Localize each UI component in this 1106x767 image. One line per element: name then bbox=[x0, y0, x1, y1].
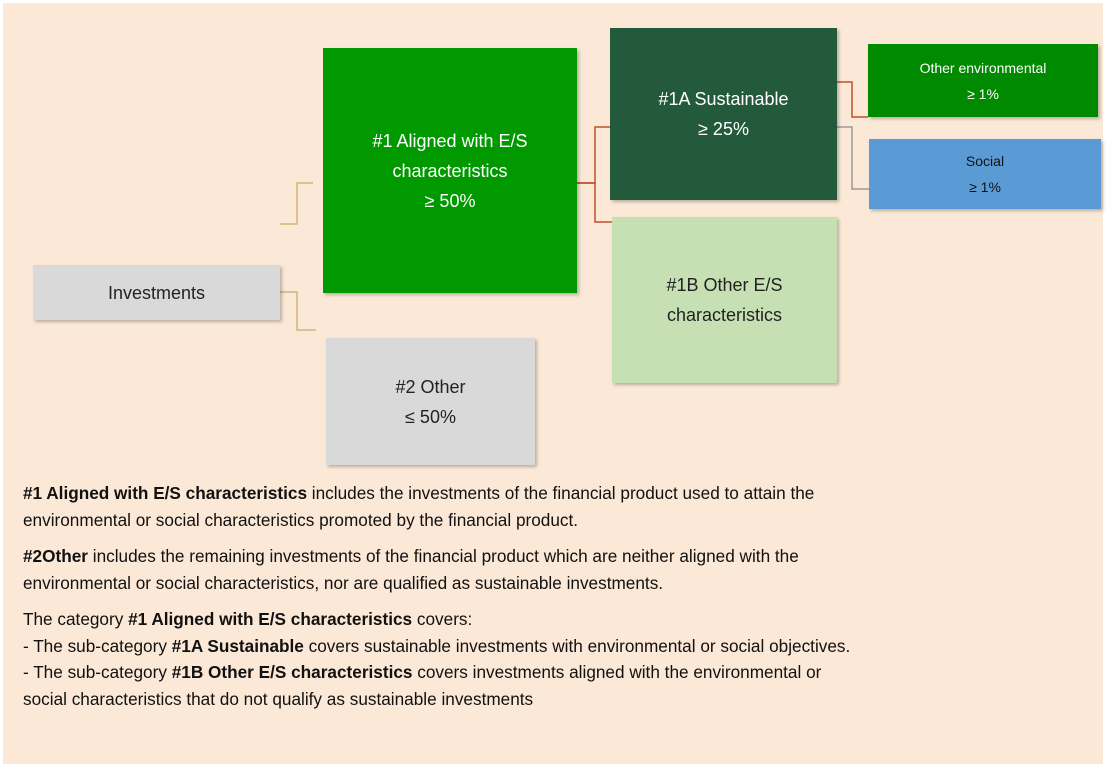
bold-text: #1A Sustainable bbox=[171, 635, 304, 656]
text-line: - The sub-category #1B Other E/S charact… bbox=[23, 659, 850, 686]
text-line: #2Other includes the remaining investmen… bbox=[23, 543, 850, 570]
text-line: environmental or social characteristics,… bbox=[23, 570, 850, 597]
node-label: characteristics bbox=[666, 305, 783, 325]
node: #1A Sustainable ≥ 25% bbox=[610, 28, 837, 200]
node: #1B Other E/S characteristics bbox=[612, 217, 837, 383]
node-label: Social bbox=[965, 153, 1005, 169]
text: includes the remaining investments of th… bbox=[87, 546, 799, 566]
node: #2 Other ≤ 50% bbox=[326, 338, 535, 465]
text-line: #1 Aligned with E/S characteristics incl… bbox=[23, 480, 850, 507]
connector bbox=[837, 126, 869, 190]
text: covers sustainable investments with envi… bbox=[303, 635, 851, 656]
node-label: ≥ 25% bbox=[698, 119, 749, 139]
node-label: ≥ 1% bbox=[967, 85, 999, 102]
text: - The sub-category bbox=[23, 635, 172, 656]
paragraph: #1 Aligned with E/S characteristics incl… bbox=[23, 480, 850, 533]
bold-text: #2Other bbox=[23, 546, 88, 566]
node-label: #1A Sustainable bbox=[658, 89, 789, 109]
text: includes the investments of the financia… bbox=[307, 483, 815, 503]
node: Other environmental ≥ 1% bbox=[868, 44, 1098, 117]
bold-text: #1 Aligned with E/S characteristics bbox=[23, 483, 308, 503]
node-label: Other environmental bbox=[919, 59, 1047, 76]
node: Social ≥ 1% bbox=[869, 139, 1101, 209]
connector bbox=[280, 182, 313, 225]
text: covers: bbox=[412, 609, 473, 629]
text: covers investments aligned with the envi… bbox=[412, 662, 822, 682]
node-label: #1 Aligned with E/S bbox=[372, 130, 528, 151]
connector bbox=[280, 291, 316, 331]
text: environmental or social characteristics … bbox=[23, 509, 579, 530]
text: environmental or social characteristics,… bbox=[23, 572, 664, 593]
notes: #1 Aligned with E/S characteristics incl… bbox=[23, 480, 850, 722]
node-label: #1B Other E/S bbox=[666, 275, 783, 295]
text-line: The category #1 Aligned with E/S charact… bbox=[23, 606, 850, 633]
bold-text: #1B Other E/S characteristics bbox=[171, 662, 413, 682]
node: #1 Aligned with E/S characteristics ≥ 50% bbox=[323, 48, 577, 293]
node-label: ≥ 1% bbox=[969, 179, 1001, 195]
paragraph: #2Other includes the remaining investmen… bbox=[23, 543, 850, 596]
node-label: ≤ 50% bbox=[405, 406, 456, 427]
text-line: social characteristics that do not quali… bbox=[23, 686, 850, 713]
node-label: characteristics bbox=[392, 160, 508, 181]
node-label: Investments bbox=[107, 282, 206, 303]
text: The category bbox=[23, 609, 129, 629]
node: Investments bbox=[33, 265, 280, 320]
connector bbox=[837, 81, 868, 118]
text: - The sub-category bbox=[23, 662, 172, 682]
text-line: environmental or social characteristics … bbox=[23, 507, 850, 534]
text-line: - The sub-category #1A Sustainable cover… bbox=[23, 633, 850, 660]
paragraph: The category #1 Aligned with E/S charact… bbox=[23, 606, 850, 712]
text: social characteristics that do not quali… bbox=[23, 688, 534, 709]
connector bbox=[577, 182, 612, 223]
node-label: ≥ 50% bbox=[424, 190, 476, 211]
connector bbox=[577, 126, 610, 184]
bold-text: #1 Aligned with E/S characteristics bbox=[128, 609, 413, 629]
node-label: #2 Other bbox=[395, 376, 466, 397]
